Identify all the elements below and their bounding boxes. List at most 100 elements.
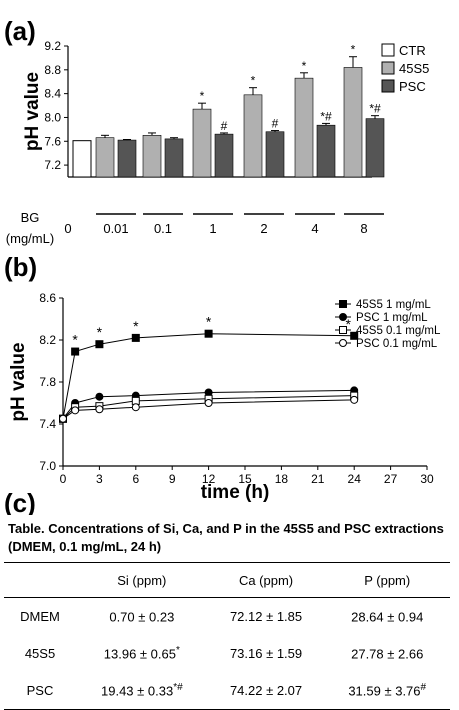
significance-mark: *# bbox=[320, 109, 332, 123]
x-category-label: 8 bbox=[360, 221, 367, 236]
significance-mark: * bbox=[200, 89, 205, 103]
y-tick-label: 7.4 bbox=[39, 417, 56, 431]
x-tick-label: 3 bbox=[96, 472, 103, 486]
y-tick-label: 8.8 bbox=[44, 63, 61, 77]
figure-charts: (a) 7.27.68.08.48.89.2pH value *#*#**#**#… bbox=[4, 16, 441, 515]
x-tick-label: 9 bbox=[169, 472, 176, 486]
bar-45s5 bbox=[243, 94, 263, 178]
data-point bbox=[350, 395, 359, 404]
x-tick-label: 30 bbox=[420, 472, 434, 486]
si-cell: 19.43 ± 0.33*# bbox=[76, 672, 208, 710]
table-header-p: P (ppm) bbox=[324, 562, 450, 598]
si-mark: * bbox=[175, 645, 180, 657]
y-tick-label: 8.2 bbox=[39, 333, 56, 347]
legend-marker bbox=[339, 326, 347, 334]
table-header-empty bbox=[4, 562, 76, 598]
data-point bbox=[204, 329, 213, 338]
significance-mark: * bbox=[251, 74, 256, 88]
ca-cell: 72.12 ± 1.85 bbox=[229, 609, 303, 624]
significance-mark: * bbox=[345, 316, 351, 332]
si-value: 19.43 ± 0.33 bbox=[101, 683, 174, 699]
x-category-label: 2 bbox=[260, 221, 267, 236]
panel-a-label: (a) bbox=[4, 16, 36, 46]
bar-psc bbox=[164, 138, 184, 178]
data-point bbox=[95, 392, 104, 401]
significance-mark: # bbox=[221, 119, 228, 133]
data-point bbox=[131, 403, 140, 412]
y-tick-label: 8.0 bbox=[44, 110, 61, 124]
legend-marker bbox=[339, 339, 347, 347]
legend-label: PSC 1 mg/mL bbox=[356, 312, 428, 324]
table-header-row: Si (ppm) Ca (ppm) P (ppm) bbox=[4, 562, 450, 598]
x-tick-label: 6 bbox=[132, 472, 139, 486]
bar-psc bbox=[365, 118, 385, 178]
x-tick-label: 24 bbox=[348, 472, 362, 486]
p-value: 28.64 ± 0.94 bbox=[351, 609, 424, 625]
data-point bbox=[204, 399, 213, 407]
y-tick-label: 9.2 bbox=[44, 39, 61, 53]
table-row: 45S5 13.96 ± 0.65* 73.16 ± 1.59 27.78 ± … bbox=[4, 635, 450, 672]
line-chart-ph-time: 7.0 7.4 7.8 8.2 8.6 0 3 6 9 12 15 18 21 24 27 30 pH valu… bbox=[8, 291, 441, 503]
panel-c-label: (c) bbox=[4, 488, 36, 515]
x-category-label: 4 bbox=[311, 221, 318, 236]
legend-swatch bbox=[381, 79, 395, 93]
x-tick-label: 0 bbox=[60, 472, 67, 486]
x-axis-title: time (h) bbox=[201, 482, 270, 503]
x-tick-label: 21 bbox=[311, 472, 325, 486]
legend-label: PSC bbox=[399, 79, 426, 94]
p-value: 31.59 ± 3.76 bbox=[348, 683, 421, 699]
si-cell: 13.96 ± 0.65* bbox=[76, 635, 208, 672]
bar-psc bbox=[265, 131, 285, 178]
x-category-label: 0.01 bbox=[103, 221, 128, 236]
x-tick-label: 15 bbox=[238, 472, 252, 486]
x-group-label-line2: (mg/mL) bbox=[6, 231, 54, 246]
legend-label: PSC 0.1 mg/mL bbox=[356, 338, 438, 350]
bar-psc bbox=[117, 139, 137, 178]
series-line bbox=[62, 333, 355, 419]
significance-mark: * bbox=[302, 59, 307, 73]
si-value: 13.96 ± 0.65 bbox=[103, 646, 176, 662]
ca-cell: 74.22 ± 2.07 bbox=[207, 672, 325, 710]
x-tick-label: 12 bbox=[202, 472, 216, 486]
y-axis-title: pH value bbox=[8, 342, 29, 421]
bar-45s5 bbox=[294, 77, 314, 178]
data-point bbox=[131, 333, 140, 342]
p-cell: 31.59 ± 3.76# bbox=[324, 672, 450, 710]
significance-mark: * bbox=[72, 332, 78, 348]
data-point bbox=[95, 340, 104, 349]
bar-psc bbox=[316, 124, 336, 178]
x-category-label: 1 bbox=[209, 221, 216, 236]
bar-45s5 bbox=[343, 67, 363, 178]
concentration-table-block: Table. Concentrations of Si, Ca, and P i… bbox=[0, 520, 459, 710]
bar-chart-ph: 7.27.68.08.48.89.2pH value *#*#**#**#0 0.0… bbox=[6, 39, 430, 246]
x-category-label: 0.1 bbox=[154, 221, 172, 236]
legend-marker bbox=[339, 313, 347, 321]
significance-mark: * bbox=[206, 314, 212, 330]
bar-psc bbox=[214, 133, 234, 178]
table-row: DMEM 0.70 ± 0.23 72.12 ± 1.85 28.64 ± 0.… bbox=[4, 598, 450, 636]
data-point bbox=[71, 406, 80, 415]
bar-ctr bbox=[72, 140, 92, 178]
p-cell: 28.64 ± 0.94 bbox=[324, 598, 450, 636]
legend-swatch bbox=[381, 61, 395, 75]
bar-45s5 bbox=[142, 135, 162, 178]
y-tick-label: 8.6 bbox=[39, 291, 56, 305]
legend-label: 45S5 0.1 mg/mL bbox=[356, 325, 441, 337]
si-mark: *# bbox=[173, 682, 183, 694]
x-tick-label: 18 bbox=[275, 472, 289, 486]
legend-swatch bbox=[381, 43, 395, 57]
legend-label: 45S5 1 mg/mL bbox=[356, 299, 431, 311]
significance-mark: * bbox=[351, 43, 356, 57]
significance-mark: # bbox=[272, 117, 279, 131]
p-value: 27.78 ± 2.66 bbox=[351, 646, 424, 662]
legend-label: CTR bbox=[399, 43, 426, 58]
x-tick-label: 27 bbox=[384, 472, 398, 486]
significance-mark: *# bbox=[369, 102, 381, 116]
row-label: 45S5 bbox=[24, 646, 56, 661]
significance-mark: * bbox=[97, 324, 103, 340]
bar-45s5 bbox=[95, 137, 115, 178]
x-group-label-line1: BG bbox=[21, 210, 40, 225]
table-caption: Table. Concentrations of Si, Ca, and P i… bbox=[8, 521, 444, 554]
si-value: 0.70 ± 0.23 bbox=[109, 609, 175, 625]
data-point bbox=[95, 405, 104, 414]
